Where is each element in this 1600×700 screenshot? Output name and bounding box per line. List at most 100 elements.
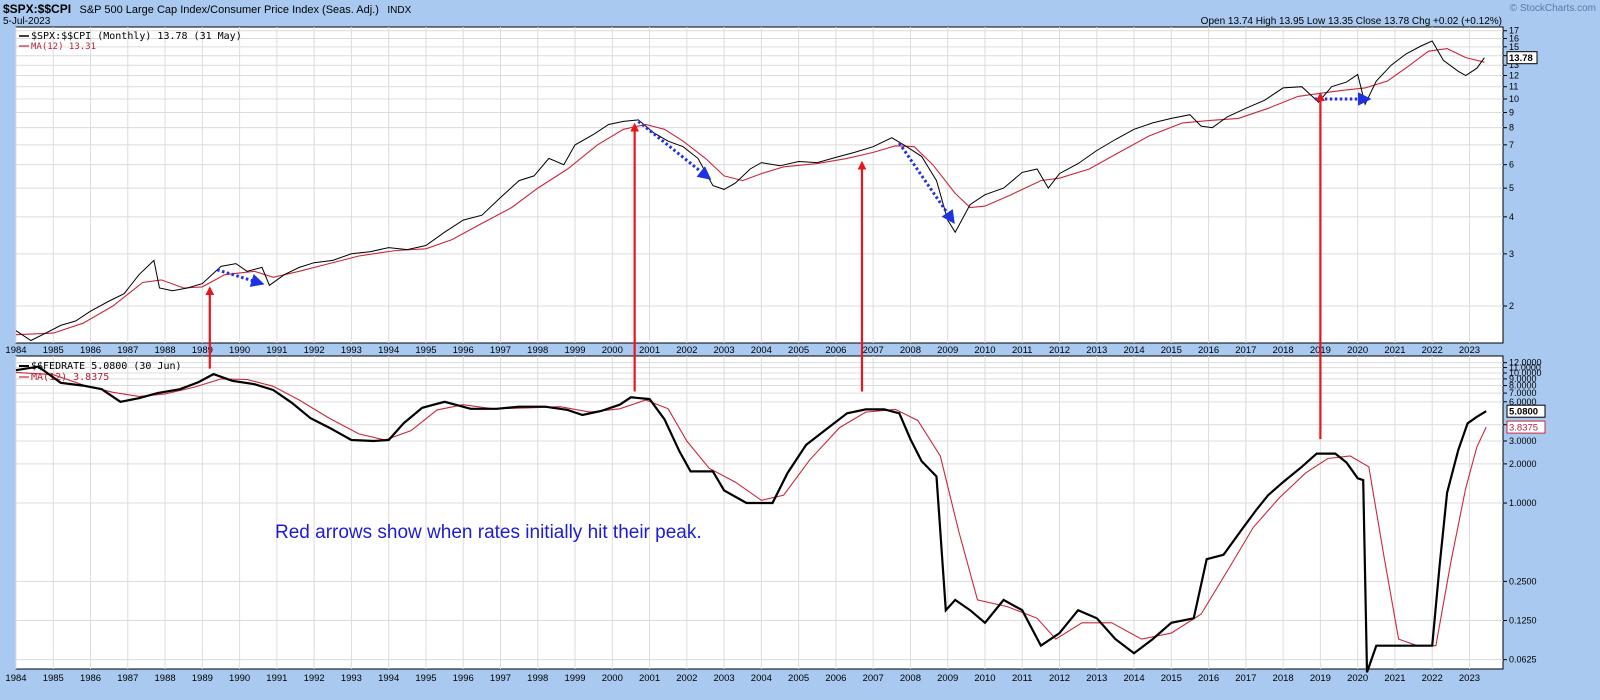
bottom-legend-ma: MA(12) 3.8375 [31,372,109,383]
x-tick-bottom-2015: 2015 [1161,673,1182,684]
x-tick-bottom-2016: 2016 [1198,673,1219,684]
x-tick-top-1988: 1988 [155,345,176,356]
x-tick-top-1997: 1997 [490,345,511,356]
y-tick-top-4: 4 [1509,212,1514,222]
symbol-description: S&P 500 Large Cap Index/Consumer Price I… [80,4,379,16]
x-tick-top-2017: 2017 [1235,345,1256,356]
x-tick-top-1999: 1999 [564,345,585,356]
x-tick-top-2010: 2010 [974,345,995,356]
x-tick-top-2000: 2000 [602,345,623,356]
y-tick-bottom-7: 7.0000 [1509,388,1537,398]
y-tick-bottom-0.0625: 0.0625 [1509,655,1537,665]
y-tick-top-17: 17 [1509,26,1519,36]
bottom-ma-value-tag: 3.8375 [1506,420,1546,434]
x-tick-top-2011: 2011 [1012,345,1032,356]
x-tick-bottom-1998: 1998 [527,673,548,684]
annotation-arrows [205,92,1372,440]
y-tick-top-3: 3 [1509,249,1514,259]
x-tick-bottom-1984: 1984 [5,673,26,684]
x-tick-top-2001: 2001 [639,345,660,356]
x-tick-bottom-2003: 2003 [714,673,735,684]
x-tick-bottom-1986: 1986 [80,673,101,684]
x-tick-top-2020: 2020 [1347,345,1368,356]
x-tick-bottom-1997: 1997 [490,673,511,684]
x-tick-top-2002: 2002 [676,345,697,356]
x-tick-bottom-1996: 1996 [453,673,474,684]
x-tick-top-2018: 2018 [1273,345,1294,356]
exchange: INDX [387,5,411,16]
y-tick-top-16: 16 [1509,34,1519,44]
x-tick-bottom-1993: 1993 [341,673,362,684]
y-tick-top-2: 2 [1509,301,1514,311]
x-tick-top-2008: 2008 [900,345,921,356]
x-tick-top-1984: 1984 [5,345,26,356]
x-tick-top-2013: 2013 [1086,345,1107,356]
top-ma-line [15,48,1485,336]
y-tick-top-15: 15 [1509,42,1519,52]
chart-date: 5-Jul-2023 [3,16,51,27]
x-tick-bottom-2011: 2011 [1012,673,1032,684]
x-tick-top-1994: 1994 [378,345,399,356]
x-tick-top-2015: 2015 [1161,345,1182,356]
annotation-text: Red arrows show when rates initially hit… [275,522,702,543]
x-tick-top-1995: 1995 [415,345,436,356]
y-tick-bottom-1: 1.0000 [1509,498,1537,508]
y-tick-top-6: 6 [1509,160,1514,170]
y-tick-top-8: 8 [1509,123,1514,133]
top-price-line [15,40,1485,342]
top-legend-ma: MA(12) 13.31 [31,42,96,52]
x-tick-bottom-2000: 2000 [602,673,623,684]
x-tick-top-2014: 2014 [1123,345,1144,356]
top-last-value: 13.78 [1509,53,1533,64]
bottom-panel [15,355,1504,670]
x-tick-bottom-2006: 2006 [825,673,846,684]
y-tick-bottom-9: 9.0000 [1509,374,1537,384]
x-tick-bottom-1999: 1999 [564,673,585,684]
x-tick-bottom-2017: 2017 [1235,673,1256,684]
symbol: $SPX:$$CPI [3,2,71,16]
x-tick-top-2003: 2003 [714,345,735,356]
x-tick-top-2012: 2012 [1049,345,1070,356]
bottom-legend: $$FEDRATE 5.0800 (30 Jun) MA(12) 3.8375 [19,361,182,383]
x-tick-top-2021: 2021 [1384,345,1405,356]
y-tick-bottom-11: 11.0000 [1509,363,1541,373]
x-tick-top-2023: 2023 [1459,345,1480,356]
top-last-value-tag: 13.78 [1506,51,1538,65]
y-tick-bottom-0.125: 0.1250 [1509,616,1537,626]
x-tick-bottom-2001: 2001 [639,673,660,684]
brand-watermark: © StockCharts.com [1510,3,1596,14]
grid-lines [15,27,1503,669]
bottom-last-value-tag: 5.0800 [1506,404,1546,418]
bottom-legend-price: $$FEDRATE 5.0800 (30 Jun) [31,361,182,372]
x-tick-bottom-2021: 2021 [1384,673,1405,684]
x-tick-bottom-1992: 1992 [304,673,325,684]
x-tick-bottom-1987: 1987 [117,673,138,684]
bottom-fedrate-line [15,365,1487,673]
x-tick-top-2022: 2022 [1422,345,1443,356]
y-tick-bottom-8: 8.0000 [1509,381,1537,391]
x-tick-top-2009: 2009 [937,345,958,356]
x-tick-bottom-2004: 2004 [751,673,772,684]
x-tick-top-1990: 1990 [229,345,250,356]
blue-arrow-2 [637,120,712,180]
y-tick-top-7: 7 [1509,140,1514,150]
y-tick-top-11: 11 [1509,82,1518,92]
x-tick-bottom-2005: 2005 [788,673,809,684]
x-tick-bottom-1991: 1991 [266,673,287,684]
x-tick-top-2016: 2016 [1198,345,1219,356]
symbol-title: $SPX:$$CPI S&P 500 Large Cap Index/Consu… [3,0,412,17]
y-tick-top-5: 5 [1509,183,1514,193]
x-tick-top-1985: 1985 [43,345,64,356]
bottom-ma-value: 3.8375 [1509,423,1538,434]
x-tick-top-2005: 2005 [788,345,809,356]
x-tick-top-1986: 1986 [80,345,101,356]
x-tick-bottom-2020: 2020 [1347,673,1368,684]
y-tick-top-12: 12 [1509,71,1519,81]
x-tick-bottom-2023: 2023 [1459,673,1480,684]
y-tick-top-13: 13 [1509,60,1519,70]
x-tick-bottom-2007: 2007 [863,673,884,684]
x-tick-bottom-2010: 2010 [974,673,995,684]
y-tick-top-10: 10 [1509,94,1519,104]
x-tick-bottom-2013: 2013 [1086,673,1107,684]
